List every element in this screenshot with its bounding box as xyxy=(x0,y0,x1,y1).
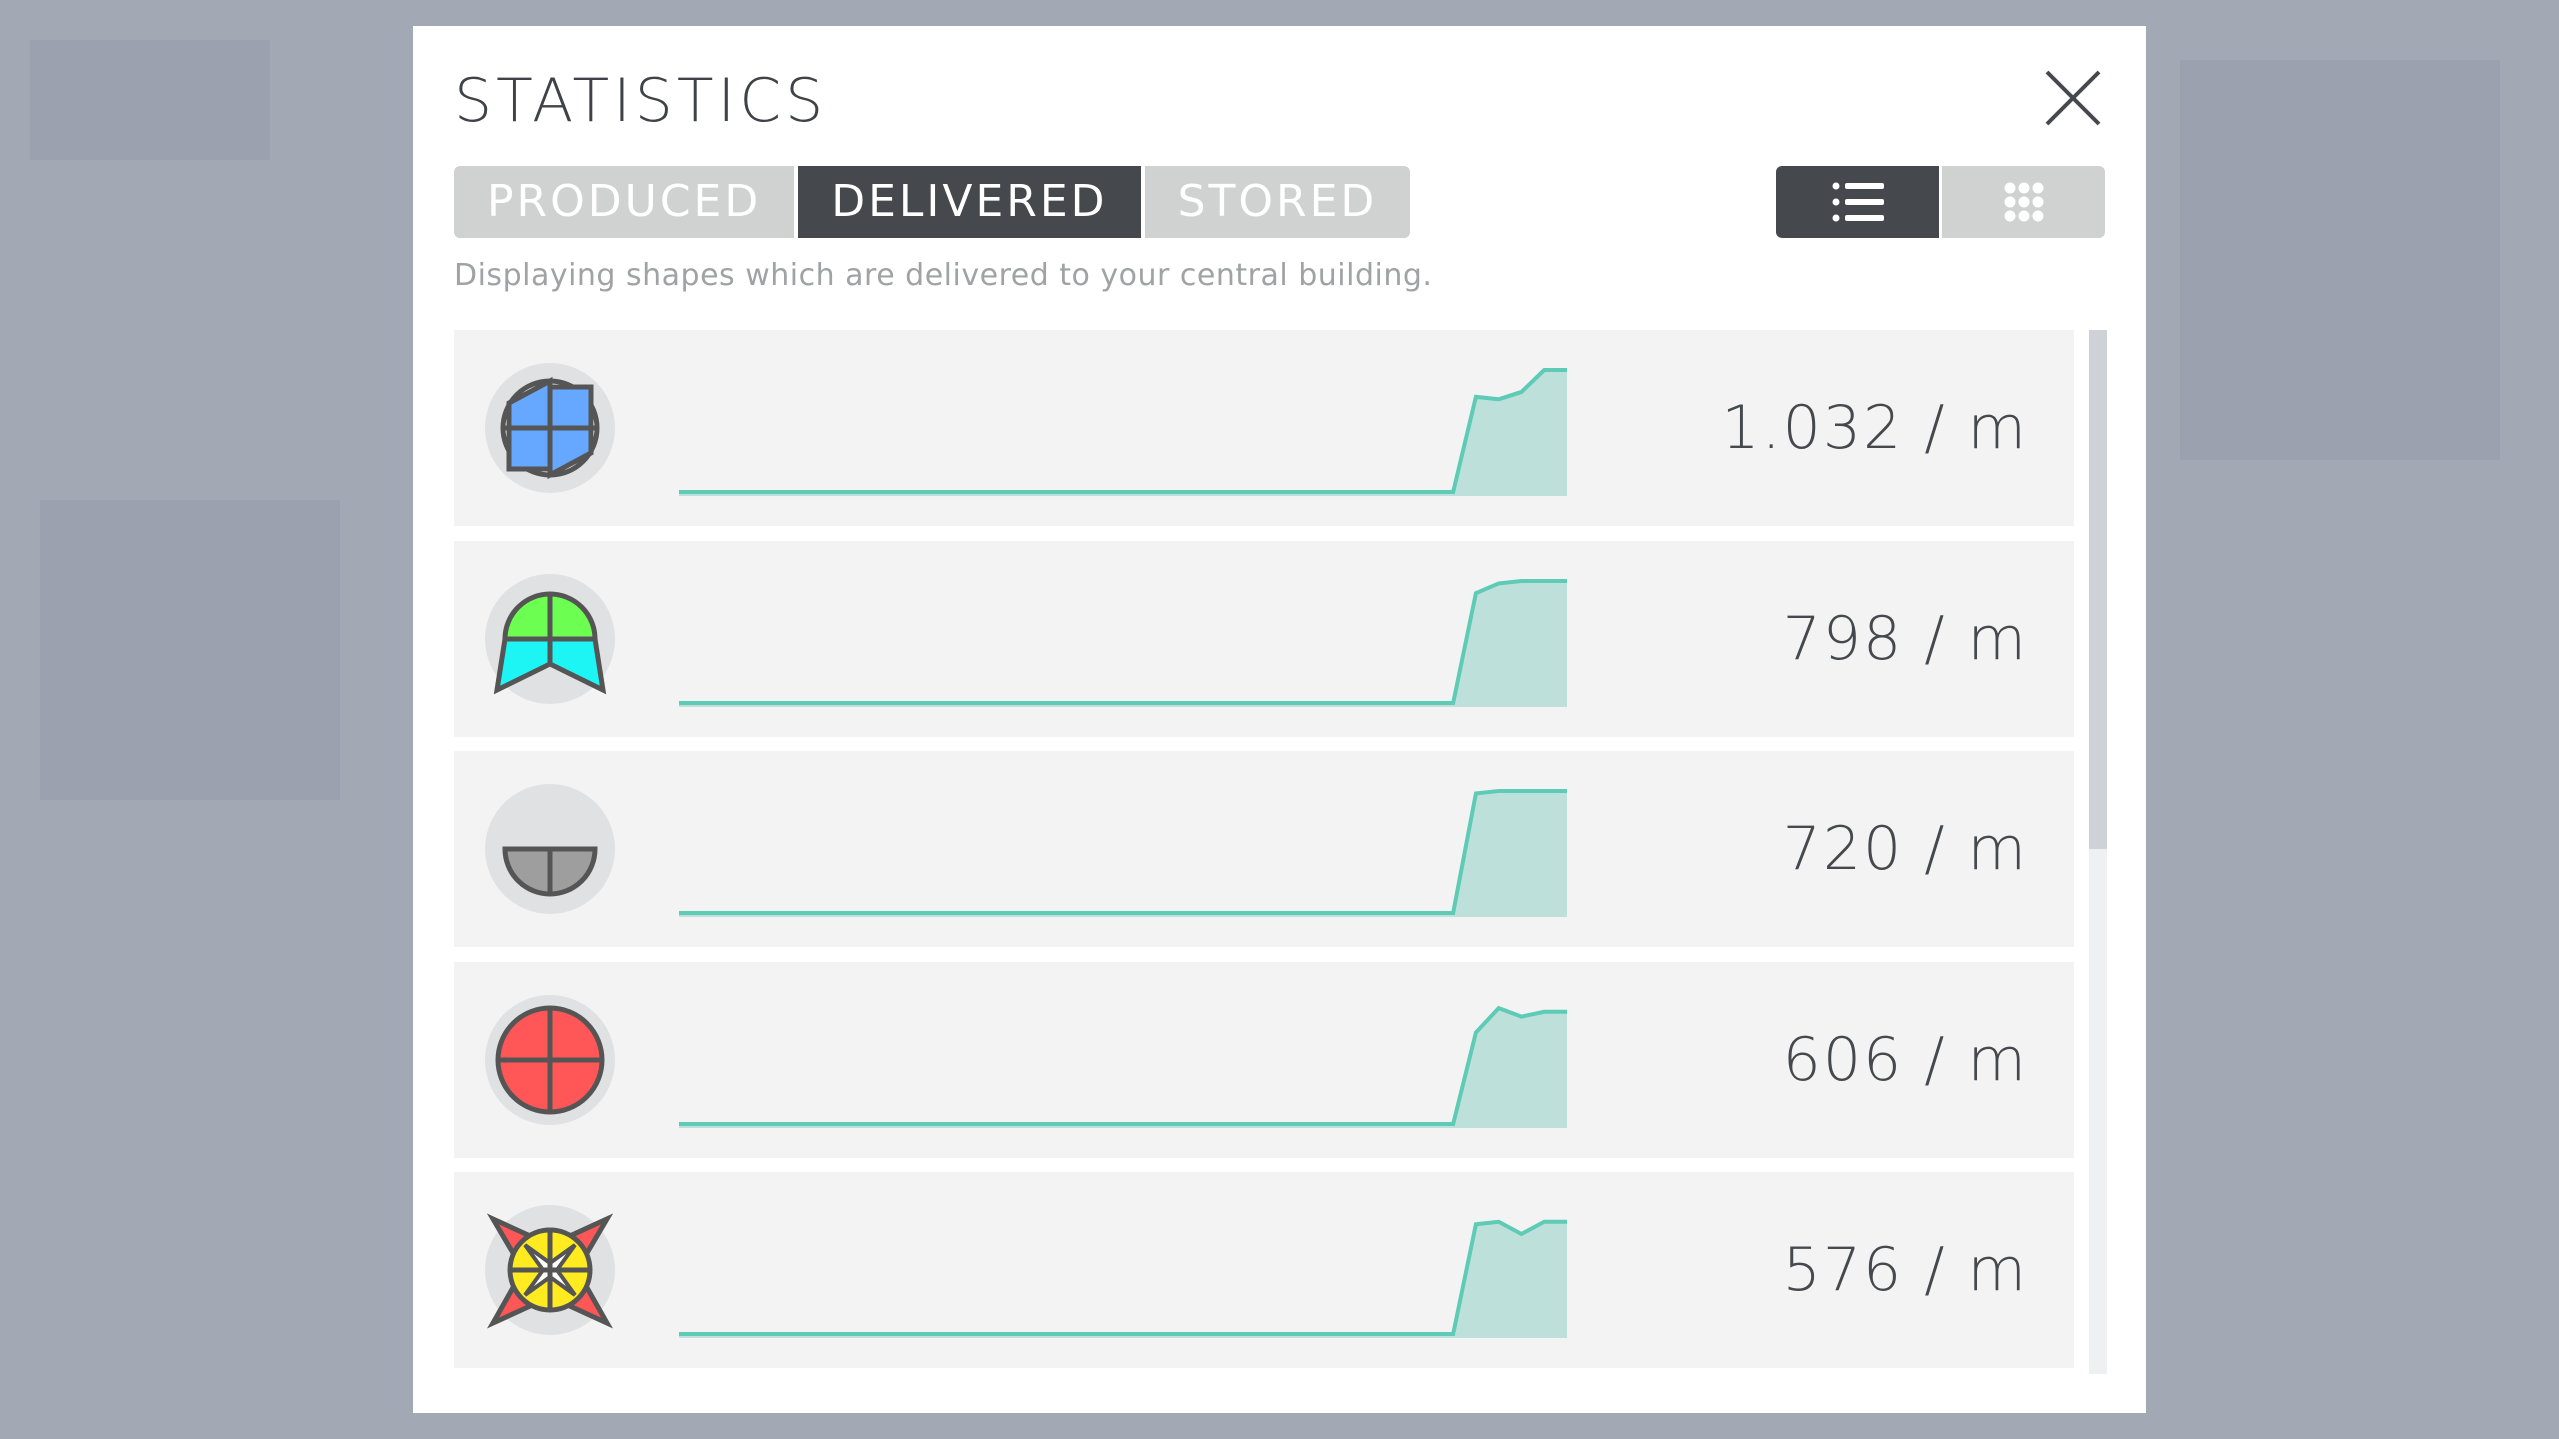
delivery-rate: 720 / m xyxy=(1782,814,2028,884)
rate-history-chart xyxy=(679,578,1567,707)
background-game-world xyxy=(40,500,340,800)
background-game-world xyxy=(30,40,270,160)
chart-line xyxy=(679,578,1567,705)
shape-row[interactable]: 720 / m xyxy=(454,751,2074,947)
dialog-title: STATISTICS xyxy=(454,66,828,136)
chart-area xyxy=(679,370,1567,496)
shape-row[interactable]: 576 / m xyxy=(454,1172,2074,1368)
background-game-world xyxy=(2180,60,2500,460)
shape-list: 1.032 / m 798 / m 720 / m 606 / m 576 / … xyxy=(454,330,2074,1370)
chart-line xyxy=(679,368,1567,494)
shape-row[interactable]: 1.032 / m xyxy=(454,330,2074,526)
tab-delivered[interactable]: DELIVERED xyxy=(798,166,1141,238)
delivery-rate: 1.032 / m xyxy=(1721,393,2028,463)
rate-history-chart xyxy=(679,1219,1567,1338)
scrollbar[interactable] xyxy=(2089,330,2107,1374)
delivery-rate: 606 / m xyxy=(1782,1024,2028,1095)
scrollbar-thumb[interactable] xyxy=(2089,330,2107,849)
shape-row[interactable]: 606 / m xyxy=(454,961,2074,1158)
chart-area xyxy=(679,580,1567,707)
blue-white-windmill-shape-icon xyxy=(485,363,615,493)
grid-view-button[interactable] xyxy=(1942,166,2105,238)
tab-stored[interactable]: STORED xyxy=(1144,166,1411,238)
chart-area xyxy=(679,791,1567,917)
statistics-dialog: STATISTICS PRODUCED DELIVERED STORED Dis… xyxy=(413,26,2146,1413)
tab-bar: PRODUCED DELIVERED STORED xyxy=(454,166,1411,238)
tab-produced[interactable]: PRODUCED xyxy=(454,166,795,238)
tab-description: Displaying shapes which are delivered to… xyxy=(454,258,1433,293)
delivery-rate: 798 / m xyxy=(1782,603,2028,674)
rate-history-chart xyxy=(679,1005,1567,1128)
list-icon xyxy=(1832,182,1884,222)
chart-line xyxy=(679,1005,1567,1126)
list-view-button[interactable] xyxy=(1776,166,1939,238)
yellow-red-star-shape-icon xyxy=(485,1205,615,1335)
chart-area xyxy=(679,1221,1567,1338)
chart-area xyxy=(679,1007,1567,1128)
close-icon[interactable] xyxy=(2043,68,2103,128)
rate-history-chart xyxy=(679,368,1567,496)
rate-history-chart xyxy=(679,789,1567,917)
red-circle-shape-icon xyxy=(485,994,615,1125)
shape-row[interactable]: 798 / m xyxy=(454,540,2074,737)
chart-line xyxy=(679,1219,1567,1336)
green-cyan-umbrella-shape-icon xyxy=(485,573,615,704)
grid-icon xyxy=(2004,182,2043,222)
view-toggle xyxy=(1776,166,2105,238)
delivery-rate: 576 / m xyxy=(1782,1235,2028,1305)
grey-half-circle-shape-icon xyxy=(485,784,615,914)
chart-line xyxy=(679,789,1567,915)
